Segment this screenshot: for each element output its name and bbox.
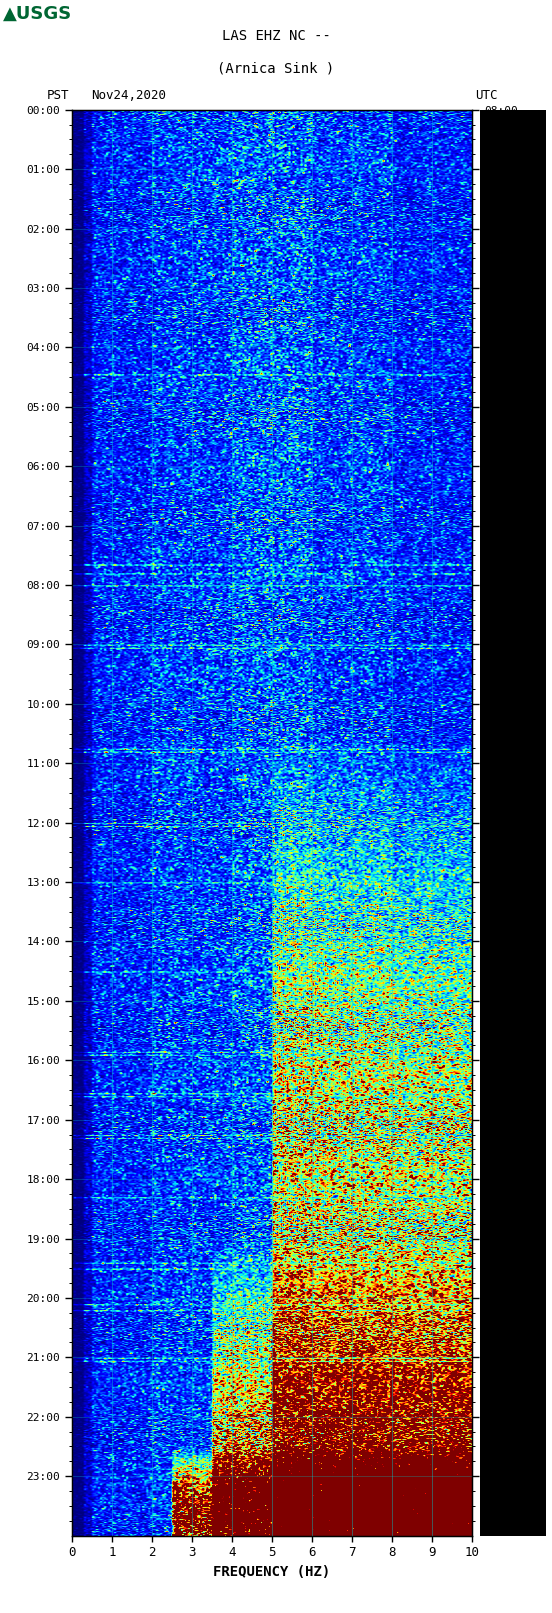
Text: ▲USGS: ▲USGS	[3, 5, 72, 23]
Text: LAS EHZ NC --: LAS EHZ NC --	[221, 29, 331, 44]
X-axis label: FREQUENCY (HZ): FREQUENCY (HZ)	[213, 1565, 331, 1579]
Text: UTC: UTC	[475, 89, 497, 102]
Text: PST: PST	[46, 89, 69, 102]
Text: Nov24,2020: Nov24,2020	[91, 89, 166, 102]
Text: (Arnica Sink ): (Arnica Sink )	[217, 61, 335, 76]
